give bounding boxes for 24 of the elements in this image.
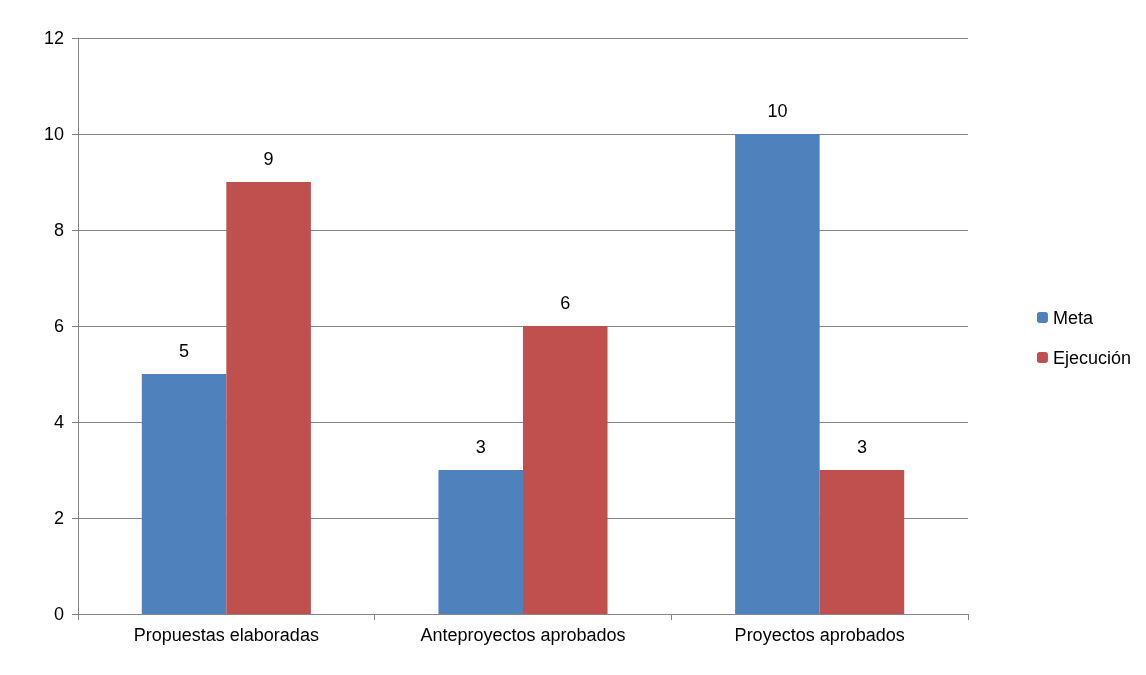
data-label: 5 [179,341,190,361]
y-tick-label: 2 [53,508,64,528]
y-tick-label: 12 [43,28,64,48]
data-label: 6 [560,293,571,313]
x-tick-label: Propuestas elaboradas [133,625,319,645]
bar [523,326,608,614]
data-label: 10 [767,101,788,121]
y-tick-label: 8 [53,220,64,240]
data-label: 9 [263,149,274,169]
legend-label: Meta [1052,307,1094,328]
x-tick-label: Anteproyectos aprobados [420,625,626,645]
bar [226,182,311,614]
bar [141,374,227,614]
data-label: 3 [475,437,486,457]
data-label: 3 [856,437,867,457]
bar [438,470,523,614]
bar [819,470,905,614]
y-tick-label: 10 [43,124,64,144]
y-tick-label: 6 [53,316,64,336]
bar [735,134,820,614]
legend-label: Ejecución [1052,347,1131,368]
y-tick-label: 4 [53,412,64,432]
y-tick-label: 0 [53,604,64,624]
x-tick-label: Proyectos aprobados [734,625,905,645]
